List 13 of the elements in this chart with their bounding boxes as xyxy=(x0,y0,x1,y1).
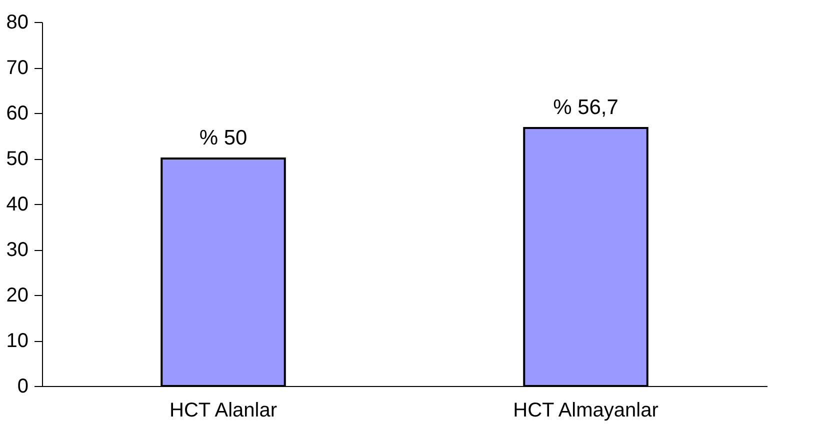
y-tick-label: 50 xyxy=(6,148,28,170)
x-tick-label: HCT Almayanlar xyxy=(513,400,659,422)
y-tick-label: 10 xyxy=(6,330,28,352)
y-tick-label: 60 xyxy=(6,102,28,124)
y-tick-label: 80 xyxy=(6,12,28,34)
data-label: % 50 xyxy=(199,126,248,150)
data-label: % 56,7 xyxy=(553,96,618,120)
y-tick-label: 40 xyxy=(6,194,28,216)
y-tick-label: 70 xyxy=(6,57,28,79)
y-tick-label: 0 xyxy=(17,376,28,398)
x-tick-label: HCT Alanlar xyxy=(170,400,278,422)
y-tick-label: 30 xyxy=(6,239,28,261)
y-tick-label: 20 xyxy=(6,284,28,306)
